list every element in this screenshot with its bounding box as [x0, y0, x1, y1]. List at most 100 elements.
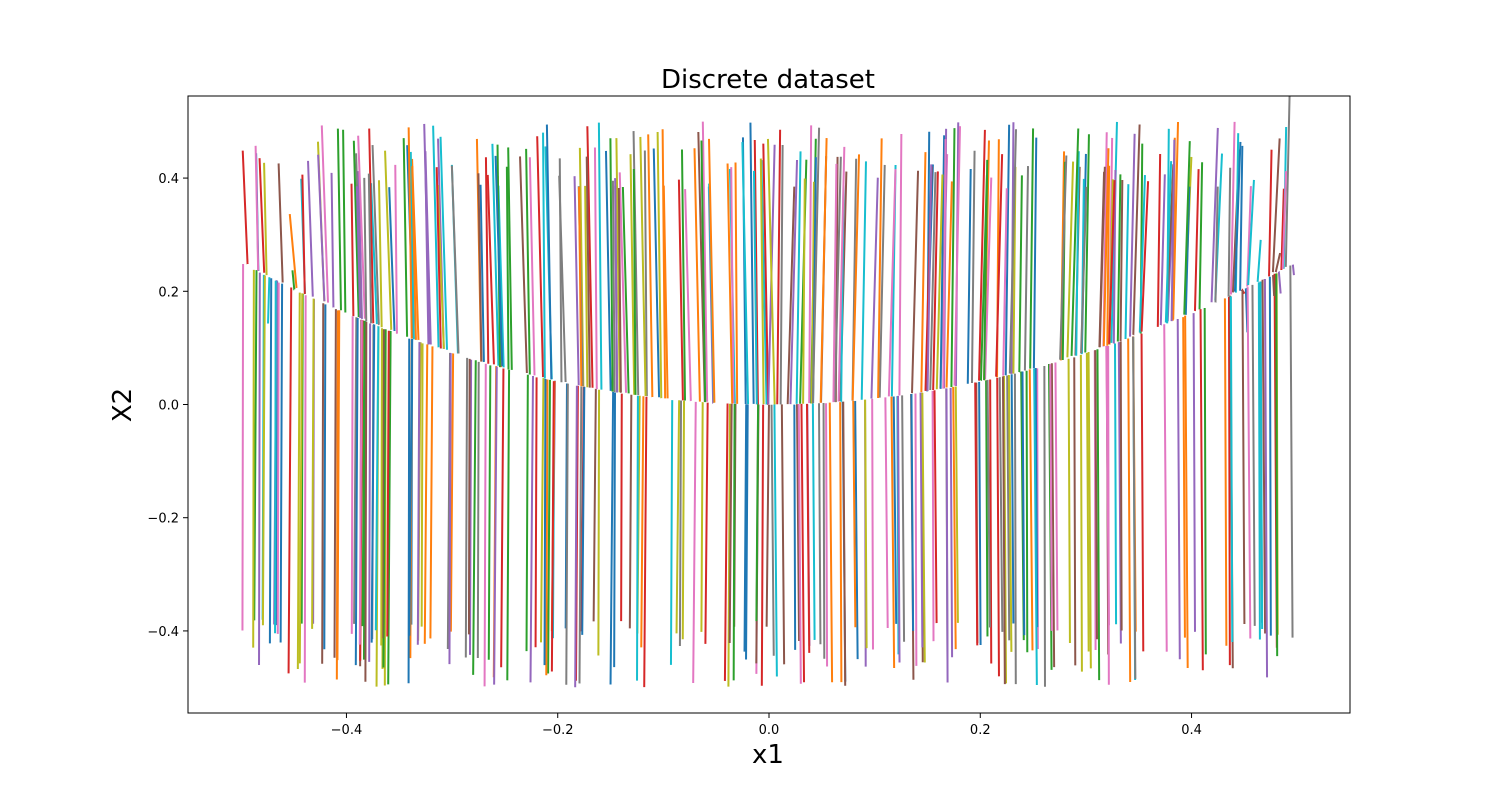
trajectory-line [301, 174, 306, 295]
trajectory-line [394, 164, 398, 334]
trajectory-line [1210, 127, 1219, 303]
trajectory-line [486, 174, 495, 365]
trajectory-line [303, 295, 307, 683]
trajectory-line [613, 392, 616, 668]
trajectory-line [558, 175, 567, 383]
trajectory-line [615, 138, 621, 393]
trajectory-line [1275, 273, 1279, 657]
trajectory-line [542, 132, 546, 379]
trajectory-line [253, 270, 258, 621]
trajectory-line [574, 385, 578, 688]
trajectory-line [1049, 364, 1053, 631]
trajectory-line [411, 166, 417, 340]
trajectory-line [597, 122, 603, 390]
trajectory-line [802, 178, 806, 404]
trajectory-line [483, 363, 487, 687]
trajectory-line [1025, 370, 1029, 653]
trajectory-line [983, 159, 989, 381]
trajectory-line [609, 138, 614, 392]
trajectory-line [423, 123, 431, 345]
y-tick-label: 0.0 [158, 399, 179, 414]
trajectory-line [1263, 279, 1269, 678]
trajectory-line [701, 121, 709, 402]
trajectory-line [353, 317, 358, 624]
trajectory-line [611, 180, 616, 393]
trajectory-line [377, 180, 383, 328]
trajectory-line [776, 129, 782, 405]
trajectory-line [586, 126, 594, 388]
trajectory-line [1291, 264, 1295, 276]
trajectory-line [851, 154, 861, 401]
trajectory-line [825, 403, 829, 667]
trajectory-line [1184, 315, 1189, 669]
trajectory-line [1043, 365, 1046, 687]
trajectory-line [652, 148, 661, 398]
trajectory-line [296, 292, 301, 670]
trajectory-line [811, 403, 816, 640]
trajectory-line [870, 177, 879, 400]
trajectory-line [1029, 128, 1035, 369]
trajectory-line [435, 167, 442, 349]
trajectory-line [298, 293, 304, 664]
trajectory-line [614, 178, 619, 393]
trajectory-line [921, 392, 926, 663]
trajectory-line [749, 122, 755, 404]
x-tick-label: 0.2 [970, 723, 991, 738]
y-tick-label: 0.2 [158, 285, 179, 300]
trajectory-line [678, 400, 683, 646]
trajectory-line [629, 154, 636, 395]
trajectory-line [371, 145, 380, 326]
trajectory-line [1231, 149, 1241, 293]
trajectory-line [945, 388, 949, 683]
trajectory-line [640, 396, 645, 648]
trajectory-line [1119, 341, 1123, 631]
trajectory-line [469, 359, 473, 655]
trajectory-line [828, 402, 834, 683]
trajectory-line [484, 157, 490, 364]
trajectory-line [765, 404, 770, 627]
trajectory-line [741, 137, 747, 404]
trajectory-line [545, 124, 553, 380]
trajectory-line [411, 158, 420, 341]
chart-title: Discrete dataset [661, 65, 875, 95]
trajectory-line [926, 164, 933, 391]
trajectory-line [773, 404, 778, 677]
trajectory-line [254, 145, 260, 271]
trajectory-line [860, 161, 867, 400]
y-axis-ticks: −0.4 −0.2 0.0 0.2 0.4 [147, 172, 188, 640]
trajectory-line [1229, 296, 1234, 643]
trajectory-line [1140, 181, 1150, 332]
trajectory-line [1184, 186, 1191, 315]
trajectory-line [1227, 167, 1232, 297]
trajectory-line [1061, 161, 1067, 360]
trajectory-line [1023, 166, 1030, 371]
trajectory-line [1163, 324, 1168, 652]
trajectory-line [700, 401, 704, 632]
trajectory-line [448, 353, 452, 665]
trajectory-line [320, 125, 329, 303]
trajectory-line [760, 160, 768, 405]
trajectory-line [384, 150, 393, 331]
trajectory-line [1047, 363, 1053, 670]
trajectory-line [726, 163, 734, 404]
trajectory-line [617, 187, 622, 393]
trajectory-line [770, 404, 775, 656]
trajectory-line [1114, 343, 1118, 625]
trajectory-line [252, 269, 255, 648]
trajectory-line [767, 144, 776, 405]
trajectory-line [409, 151, 415, 340]
trajectory-line [840, 185, 845, 403]
trajectory-line [914, 393, 918, 666]
trajectory-line [954, 386, 959, 623]
trajectory-line [805, 403, 811, 653]
trajectory-line [307, 160, 314, 297]
trajectory-line [354, 318, 359, 666]
trajectory-line [780, 404, 786, 665]
trajectory-line [704, 402, 709, 644]
trajectory-line [1010, 374, 1015, 624]
trajectory-line [496, 144, 501, 368]
trajectory-line [890, 165, 897, 397]
y-tick-label: −0.2 [147, 512, 179, 527]
trajectory-line [887, 169, 897, 397]
